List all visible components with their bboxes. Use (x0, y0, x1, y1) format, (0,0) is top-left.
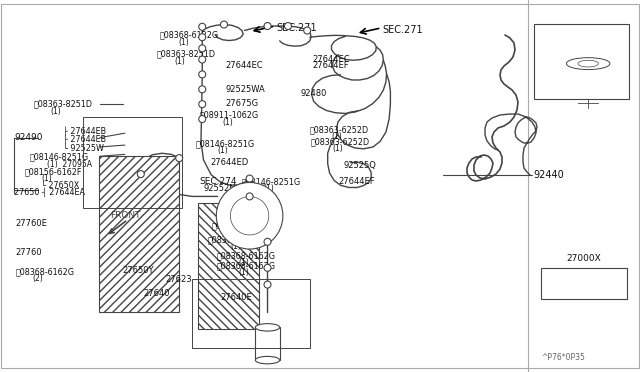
Text: PLUG: PLUG (542, 31, 568, 41)
Bar (99, 156, 179, 312)
Circle shape (221, 21, 227, 28)
Text: └ 27650X: └ 27650X (41, 181, 79, 190)
Circle shape (246, 193, 253, 200)
Text: 92525Q: 92525Q (343, 161, 376, 170)
Circle shape (246, 175, 253, 182)
Circle shape (199, 56, 205, 63)
Text: (1): (1) (230, 242, 241, 251)
Text: (1): (1) (238, 268, 249, 277)
Ellipse shape (578, 60, 598, 67)
Text: (1): (1) (234, 228, 245, 237)
Text: SEC.271: SEC.271 (383, 25, 423, 35)
Text: (2): (2) (32, 275, 43, 283)
Text: Ⓢ08368-6162G: Ⓢ08368-6162G (216, 262, 275, 270)
Text: SEC.271: SEC.271 (276, 23, 317, 33)
Text: (1)  27095A: (1) 27095A (47, 160, 92, 169)
Text: 27644EF: 27644EF (312, 61, 349, 70)
Bar (198, 203, 259, 329)
Text: 27640E: 27640E (221, 293, 253, 302)
Text: 27136D: 27136D (570, 85, 606, 94)
Circle shape (199, 116, 205, 122)
Text: 27000X: 27000X (566, 254, 602, 263)
Text: 27650Y: 27650Y (123, 266, 154, 275)
Circle shape (264, 281, 271, 288)
Text: (1): (1) (223, 118, 234, 126)
Text: 27640: 27640 (143, 289, 170, 298)
Circle shape (199, 45, 205, 52)
Bar (534, 24, 629, 99)
Circle shape (264, 23, 271, 29)
Circle shape (230, 196, 269, 235)
Text: Ⓢ08368-6162G: Ⓢ08368-6162G (15, 267, 74, 276)
Text: (1): (1) (50, 107, 61, 116)
Text: Ⓑ08146-8251G: Ⓑ08146-8251G (195, 139, 254, 148)
Circle shape (199, 101, 205, 108)
Text: (1): (1) (174, 57, 185, 66)
Text: Ⓑ08146-6122G: Ⓑ08146-6122G (211, 222, 270, 231)
Text: SEC.274: SEC.274 (200, 177, 237, 186)
Text: Ⓑ08146-8251G: Ⓑ08146-8251G (29, 153, 88, 161)
Text: Ⓑ08146-8251G: Ⓑ08146-8251G (242, 177, 301, 186)
Text: Ⓝ08911-1062G: Ⓝ08911-1062G (200, 111, 259, 120)
Text: Ⓢ08368-6162G: Ⓢ08368-6162G (216, 251, 275, 260)
Text: 92525R: 92525R (220, 211, 252, 219)
Text: ^P76*0P35: ^P76*0P35 (541, 353, 585, 362)
Text: 27644EF: 27644EF (338, 177, 374, 186)
Text: 92480: 92480 (301, 89, 327, 97)
Text: 27644ED: 27644ED (210, 158, 248, 167)
Text: Ⓢ08363-6252D: Ⓢ08363-6252D (311, 138, 370, 147)
Circle shape (176, 155, 182, 161)
Circle shape (199, 86, 205, 93)
Text: ├ 27644EB: ├ 27644EB (63, 135, 106, 144)
Text: (1): (1) (41, 174, 52, 183)
Text: Ⓢ08363-8251D: Ⓢ08363-8251D (33, 100, 92, 109)
Text: 27644EC: 27644EC (312, 55, 350, 64)
Text: 92552N: 92552N (204, 185, 236, 193)
Text: (1): (1) (178, 38, 189, 47)
Text: 18.5: 18.5 (578, 38, 598, 47)
Text: (1): (1) (238, 258, 249, 267)
Text: Ⓢ08363-8251D: Ⓢ08363-8251D (156, 49, 215, 58)
Circle shape (199, 34, 205, 41)
Bar (541, 268, 627, 299)
Text: ├ 27644EB: ├ 27644EB (63, 126, 106, 136)
Text: (1): (1) (332, 132, 342, 141)
Bar (255, 327, 280, 360)
Text: 27760E: 27760E (15, 219, 47, 228)
Text: 27623: 27623 (165, 275, 192, 283)
Text: 92440: 92440 (534, 170, 564, 180)
Text: └ 92525W: └ 92525W (63, 144, 104, 153)
Text: (1): (1) (218, 146, 228, 155)
Text: Ⓑ08156-6162F: Ⓑ08156-6162F (24, 167, 82, 176)
Bar (83, 117, 182, 208)
Text: 27644EC: 27644EC (225, 61, 263, 70)
Circle shape (199, 71, 205, 78)
Text: (1): (1) (333, 144, 344, 153)
Ellipse shape (255, 356, 280, 364)
Circle shape (285, 23, 291, 29)
Text: 27760: 27760 (15, 248, 42, 257)
Text: Ⓢ08363-6252D: Ⓢ08363-6252D (208, 235, 267, 244)
Ellipse shape (566, 58, 610, 70)
Text: Ⓢ08368-6122G: Ⓢ08368-6122G (160, 31, 219, 40)
Circle shape (138, 171, 144, 177)
Text: 92525WA: 92525WA (225, 85, 265, 94)
Circle shape (216, 183, 283, 249)
Ellipse shape (255, 324, 280, 331)
Circle shape (199, 23, 205, 30)
Text: Ⓢ08363-6252D: Ⓢ08363-6252D (310, 126, 369, 135)
Text: 27650 ┤ 27644EA: 27650 ┤ 27644EA (14, 188, 85, 198)
Text: FRONT: FRONT (110, 211, 141, 219)
Circle shape (304, 27, 310, 34)
Bar (192, 279, 310, 348)
Circle shape (264, 238, 271, 245)
Text: 27675G: 27675G (225, 99, 259, 108)
Text: 92490: 92490 (14, 133, 43, 142)
Text: (1): (1) (264, 185, 275, 193)
Circle shape (264, 264, 271, 271)
